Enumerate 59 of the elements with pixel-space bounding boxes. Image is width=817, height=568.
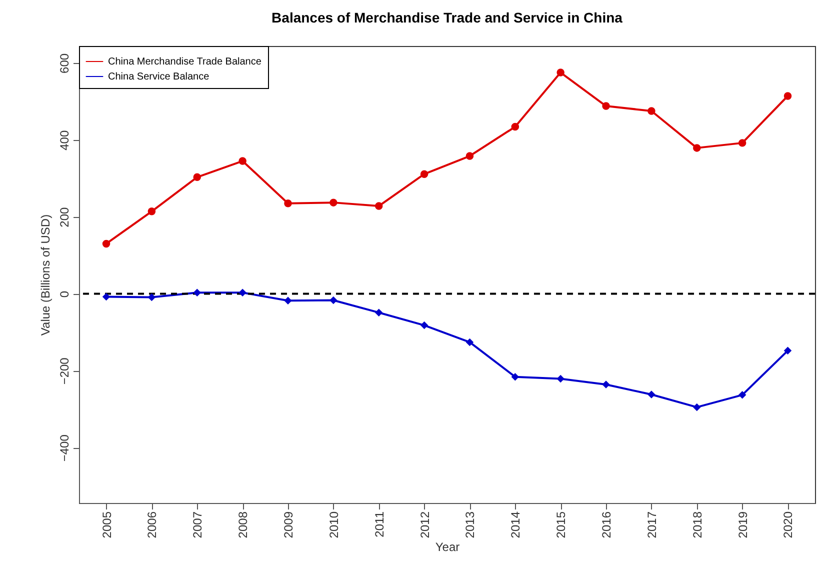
x-tick-label: 2008 bbox=[236, 511, 250, 538]
point bbox=[102, 292, 110, 301]
point bbox=[193, 173, 201, 182]
legend-label: China Service Balance bbox=[108, 72, 210, 82]
point bbox=[602, 102, 610, 110]
y-tick-label: −400 bbox=[58, 434, 72, 462]
x-axis-title: Year bbox=[435, 540, 460, 554]
point bbox=[374, 202, 383, 210]
point bbox=[466, 338, 474, 346]
point bbox=[511, 122, 520, 131]
y-tick-label: 200 bbox=[58, 206, 72, 228]
x-tick-label: 2016 bbox=[600, 511, 614, 538]
x-tick-label: 2020 bbox=[781, 511, 796, 538]
y-axis-title: Value (Billions of USD) bbox=[38, 214, 52, 336]
point bbox=[556, 68, 564, 76]
x-tick-label: 2011 bbox=[372, 511, 386, 538]
point bbox=[330, 198, 338, 206]
y-tick-label: 600 bbox=[58, 53, 72, 74]
point bbox=[693, 144, 701, 152]
point bbox=[284, 296, 292, 305]
point bbox=[648, 390, 656, 398]
point bbox=[420, 170, 428, 178]
legend-label: China Merchandise Trade Balance bbox=[108, 56, 262, 68]
point bbox=[693, 403, 701, 412]
point bbox=[330, 296, 338, 304]
point bbox=[284, 199, 292, 208]
point bbox=[420, 321, 428, 330]
chart-title: Balances of Merchandise Trade and Service in China bbox=[272, 10, 623, 26]
x-tick-label: 2015 bbox=[554, 511, 568, 538]
x-tick-label: 2019 bbox=[736, 511, 750, 538]
x-tick-label: 2009 bbox=[281, 511, 296, 538]
x-tick-label: 2007 bbox=[190, 511, 205, 538]
point bbox=[738, 391, 746, 399]
x-tick-label: 2012 bbox=[418, 511, 432, 538]
x-tick-label: 2010 bbox=[326, 511, 341, 538]
point bbox=[738, 139, 746, 147]
point bbox=[784, 92, 792, 100]
point bbox=[102, 240, 110, 248]
y-tick-label: 0 bbox=[58, 290, 72, 298]
point bbox=[602, 380, 610, 388]
point bbox=[466, 152, 474, 160]
point bbox=[511, 372, 520, 381]
point bbox=[148, 293, 156, 302]
x-tick-label: 2018 bbox=[690, 511, 704, 538]
point bbox=[648, 107, 656, 115]
x-tick-label: 2006 bbox=[145, 511, 160, 538]
point bbox=[238, 157, 246, 165]
x-tick-label: 2013 bbox=[463, 511, 478, 538]
y-tick-label: −200 bbox=[58, 357, 72, 385]
point bbox=[238, 288, 246, 296]
x-tick-label: 2005 bbox=[100, 511, 114, 538]
x-tick-label: 2017 bbox=[644, 511, 659, 538]
y-tick-label: 400 bbox=[58, 130, 72, 150]
point bbox=[193, 288, 201, 296]
point bbox=[556, 374, 564, 383]
x-tick-label: 2014 bbox=[508, 511, 523, 538]
point bbox=[374, 308, 383, 316]
point bbox=[148, 208, 156, 216]
point bbox=[784, 346, 792, 355]
